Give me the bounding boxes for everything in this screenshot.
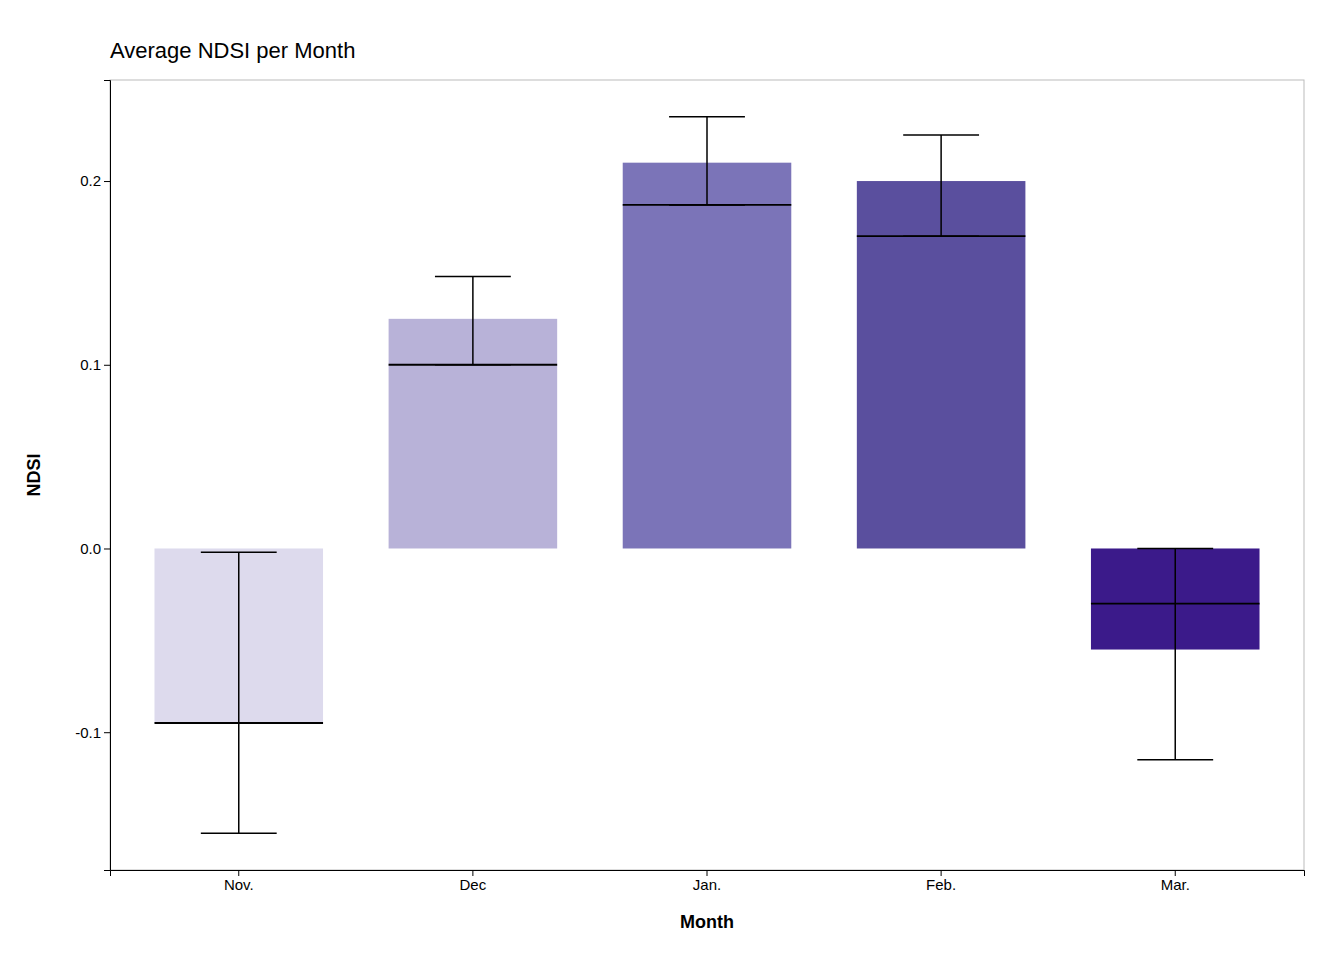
- y-tick: 0.1: [80, 356, 110, 373]
- whisker: [940, 135, 942, 236]
- chart-svg: -0.1 0.0 0.1 0.2 Nov. Dec Jan. Feb. Mar. Average …: [0, 0, 1344, 960]
- x-tick: Nov.: [224, 870, 254, 893]
- x-tick: Dec: [460, 870, 487, 893]
- whisker-cap-upper: [903, 134, 979, 136]
- y-axis-title: NDSI: [24, 453, 44, 496]
- y-axis-line: [104, 81, 111, 871]
- x-tick-label: Nov.: [224, 876, 254, 893]
- whisker-cap-lower: [201, 833, 277, 835]
- y-tick-label: 0.1: [80, 356, 101, 373]
- bar: [857, 181, 1026, 548]
- whisker: [706, 117, 708, 205]
- x-axis-title: Month: [680, 912, 734, 932]
- whisker-cap-upper: [435, 276, 511, 278]
- plot-area: [154, 117, 1259, 834]
- y-tick-mark: [104, 548, 110, 549]
- mean-line: [389, 364, 558, 366]
- x-tick: Feb.: [926, 870, 956, 893]
- x-tick-label: Mar.: [1161, 876, 1190, 893]
- mean-line: [154, 722, 323, 724]
- x-tick: Jan.: [693, 870, 721, 893]
- x-tick-label: Feb.: [926, 876, 956, 893]
- x-tick: Mar.: [1161, 870, 1190, 893]
- y-tick-mark: [104, 181, 110, 182]
- y-axis: -0.1 0.0 0.1 0.2: [75, 81, 110, 871]
- whisker: [238, 552, 240, 833]
- mean-line: [623, 204, 792, 206]
- y-tick-label: 0.0: [80, 540, 101, 557]
- y-tick-mark: [104, 365, 110, 366]
- whisker-cap-lower: [1137, 759, 1213, 761]
- whisker: [1174, 548, 1176, 759]
- bar: [623, 163, 792, 549]
- x-tick-label: Dec: [460, 876, 487, 893]
- whisker-cap-upper: [1137, 548, 1213, 550]
- whisker-cap-upper: [669, 116, 745, 118]
- chart-container: -0.1 0.0 0.1 0.2 Nov. Dec Jan. Feb. Mar. Average …: [0, 0, 1344, 960]
- y-tick: 0.2: [80, 172, 110, 189]
- chart-title: Average NDSI per Month: [110, 38, 355, 63]
- y-tick-label: 0.2: [80, 172, 101, 189]
- whisker-cap-upper: [201, 551, 277, 553]
- mean-line: [857, 235, 1026, 237]
- mean-line: [1091, 603, 1260, 605]
- plot-frame: [110, 80, 1304, 870]
- y-tick: 0.0: [80, 540, 110, 557]
- whisker: [472, 277, 474, 365]
- x-tick-label: Jan.: [693, 876, 721, 893]
- x-axis: Nov. Dec Jan. Feb. Mar.: [111, 870, 1305, 893]
- y-tick-mark: [104, 732, 110, 733]
- y-tick-label: -0.1: [75, 724, 101, 741]
- y-tick: -0.1: [75, 724, 110, 741]
